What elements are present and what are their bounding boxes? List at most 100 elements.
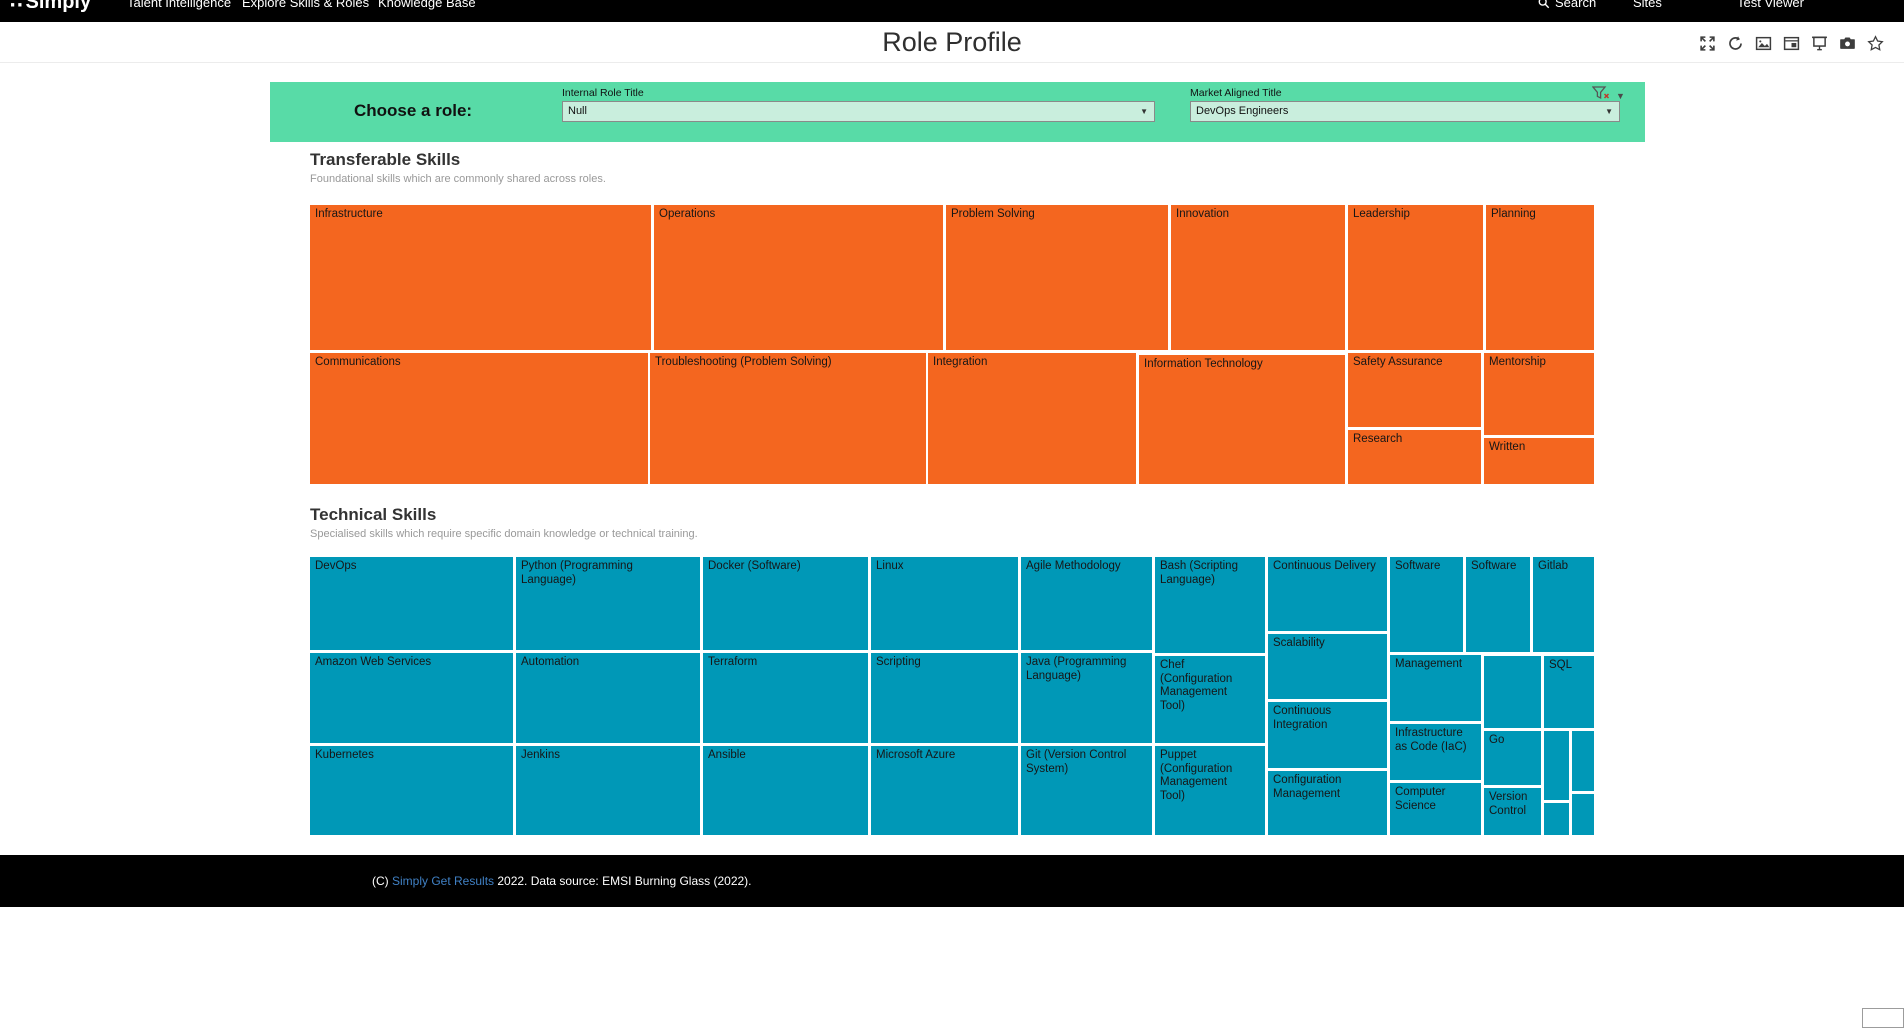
nav-item-explore-skills-roles[interactable]: Explore Skills & Roles — [242, 0, 370, 10]
logo-text: Simply — [25, 0, 92, 13]
favorite-star-icon[interactable] — [1867, 35, 1884, 52]
treemap-cell-label: Automation — [521, 656, 580, 668]
treemap-cell-label: Information Technology — [1144, 358, 1263, 370]
screenshot-icon[interactable] — [1839, 35, 1856, 52]
treemap-cell[interactable]: SQL — [1544, 656, 1594, 728]
treemap-cell-label: Scripting — [876, 656, 921, 668]
filter-tools: ▼ — [1591, 86, 1625, 105]
search-icon — [1537, 0, 1550, 12]
treemap-cell-label: Chef (Configuration Management Tool) — [1160, 659, 1233, 712]
footer: (C) Simply Get Results 2022. Data source… — [0, 855, 1904, 907]
treemap-cell[interactable]: Operations — [654, 205, 943, 350]
treemap-cell[interactable]: Written — [1484, 438, 1594, 484]
treemap-cell[interactable]: Jenkins — [516, 746, 700, 835]
fullscreen-icon[interactable] — [1699, 35, 1716, 52]
nav-item-sites[interactable]: Sites — [1633, 0, 1662, 10]
market-aligned-select[interactable]: DevOps Engineers ▼ — [1190, 101, 1620, 122]
treemap-cell-label: Research — [1353, 433, 1403, 445]
clear-filter-icon[interactable] — [1591, 86, 1610, 105]
treemap-cell[interactable]: Software — [1390, 557, 1463, 652]
data-view-icon[interactable] — [1783, 35, 1800, 52]
nav-item-search[interactable]: Search — [1537, 0, 1596, 12]
technical-skills-section-header: Technical Skills Specialised skills whic… — [310, 505, 698, 540]
treemap-cell[interactable]: Management — [1390, 655, 1481, 721]
treemap-cell-label: Mentorship — [1489, 356, 1546, 368]
technical-skills-title: Technical Skills — [310, 505, 437, 524]
treemap-cell-label: Integration — [933, 356, 988, 368]
treemap-cell-label — [1484, 656, 1541, 662]
treemap-cell-label: Safety Assurance — [1353, 356, 1443, 368]
treemap-cell[interactable]: Docker (Software) — [703, 557, 868, 650]
treemap-cell[interactable]: Amazon Web Services — [310, 653, 513, 743]
treemap-cell-label: Scalability — [1273, 637, 1325, 649]
image-export-icon[interactable] — [1755, 35, 1772, 52]
treemap-cell[interactable]: Terraform — [703, 653, 868, 743]
treemap-cell[interactable]: Microsoft Azure — [871, 746, 1018, 835]
treemap-cell[interactable]: Mentorship — [1484, 353, 1594, 435]
treemap-cell[interactable] — [1572, 794, 1594, 835]
treemap-cell[interactable]: Python (Programming Language) — [516, 557, 700, 650]
treemap-cell-label: Ansible — [708, 749, 746, 761]
treemap-cell[interactable]: Continuous Integration — [1268, 702, 1387, 768]
treemap-cell[interactable]: Troubleshooting (Problem Solving) — [650, 353, 926, 484]
treemap-cell[interactable]: Information Technology — [1139, 355, 1345, 484]
treemap-cell-label — [1544, 731, 1569, 737]
treemap-cell[interactable] — [1544, 803, 1569, 835]
treemap-cell[interactable]: Software — [1466, 557, 1530, 652]
treemap-cell[interactable]: Java (Programming Language) — [1021, 653, 1152, 743]
title-bar: Role Profile — [0, 22, 1904, 63]
treemap-cell[interactable]: Scalability — [1268, 634, 1387, 699]
treemap-cell[interactable]: Configuration Management — [1268, 771, 1387, 835]
treemap-cell[interactable]: Safety Assurance — [1348, 353, 1481, 427]
treemap-cell[interactable]: Linux — [871, 557, 1018, 650]
internal-role-value: Null — [568, 105, 587, 117]
treemap-cell[interactable]: Version Control — [1484, 788, 1541, 835]
treemap-cell[interactable]: Infrastructure — [310, 205, 651, 350]
treemap-cell[interactable]: Leadership — [1348, 205, 1483, 350]
filter-menu-chevron-icon[interactable]: ▼ — [1616, 90, 1625, 101]
treemap-cell[interactable]: Integration — [928, 353, 1136, 484]
treemap-cell[interactable]: Scripting — [871, 653, 1018, 743]
treemap-cell[interactable]: Automation — [516, 653, 700, 743]
page-title: Role Profile — [882, 27, 1022, 57]
treemap-cell[interactable] — [1572, 731, 1594, 791]
treemap-cell[interactable]: Continuous Delivery — [1268, 557, 1387, 631]
treemap-cell[interactable]: Kubernetes — [310, 746, 513, 835]
treemap-cell[interactable]: Computer Science — [1390, 783, 1481, 835]
treemap-cell[interactable] — [1544, 731, 1569, 800]
treemap-cell[interactable]: Puppet (Configuration Management Tool) — [1155, 746, 1265, 835]
internal-role-select[interactable]: Null ▼ — [562, 101, 1155, 122]
logo[interactable]: ∴ Simply — [10, 0, 91, 14]
treemap-cell[interactable]: Chef (Configuration Management Tool) — [1155, 656, 1265, 743]
technical-skills-subtitle: Specialised skills which require specifi… — [310, 528, 698, 540]
treemap-cell[interactable]: Ansible — [703, 746, 868, 835]
treemap-cell[interactable]: Research — [1348, 430, 1481, 484]
treemap-cell[interactable]: Infrastructure as Code (IaC) — [1390, 724, 1481, 780]
treemap-cell[interactable]: Planning — [1486, 205, 1594, 350]
treemap-cell[interactable]: Go — [1484, 731, 1541, 785]
treemap-cell[interactable]: DevOps — [310, 557, 513, 650]
nav-item-knowledge-base[interactable]: Knowledge Base — [378, 0, 476, 10]
treemap-cell[interactable]: Communications — [310, 353, 648, 484]
treemap-cell[interactable]: Agile Methodology — [1021, 557, 1152, 650]
presentation-icon[interactable] — [1811, 35, 1828, 52]
treemap-cell-label: Amazon Web Services — [315, 656, 432, 668]
treemap-cell[interactable] — [1484, 656, 1541, 728]
treemap-cell[interactable]: Gitlab — [1533, 557, 1594, 652]
search-label: Search — [1555, 0, 1597, 10]
treemap-cell[interactable]: Innovation — [1171, 205, 1345, 350]
top-nav: ∴ Simply Talent Intelligence Explore Skil… — [0, 0, 1904, 22]
treemap-cell[interactable]: Problem Solving — [946, 205, 1168, 350]
nav-item-test-viewer[interactable]: Test Viewer — [1737, 0, 1804, 10]
refresh-icon[interactable] — [1727, 35, 1744, 52]
treemap-cell[interactable]: Git (Version Control System) — [1021, 746, 1152, 835]
simply-get-results-link[interactable]: Simply Get Results — [392, 874, 495, 888]
treemap-cell[interactable]: Bash (Scripting Language) — [1155, 557, 1265, 653]
market-aligned-value: DevOps Engineers — [1196, 105, 1289, 117]
treemap-cell-label: Communications — [315, 356, 401, 368]
nav-item-talent-intelligence[interactable]: Talent Intelligence — [127, 0, 232, 10]
treemap-cell-label: SQL — [1549, 659, 1573, 671]
treemap-cell-label: Terraform — [708, 656, 758, 668]
treemap-cell-label: Linux — [876, 560, 904, 572]
treemap-cell-label: Operations — [659, 208, 716, 220]
